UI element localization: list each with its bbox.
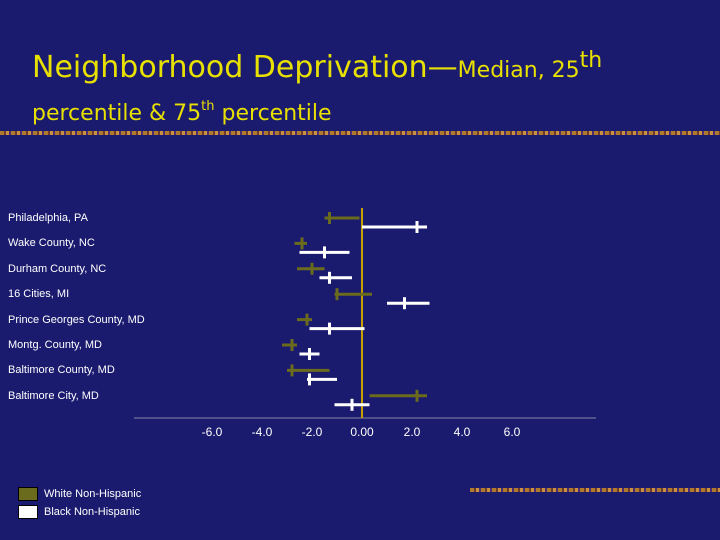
category-label: Baltimore City, MD [8,389,99,402]
x-tick-label: 2.0 [403,425,421,439]
title-line2-a: percentile & 75 [32,101,202,126]
legend-label-white: White Non-Hispanic [44,488,142,500]
category-label: Prince Georges County, MD [8,313,145,326]
title-superscript-2: th [201,99,215,114]
legend-swatch-white [18,487,38,501]
category-label: Baltimore County, MD [8,364,115,377]
title-superscript-1: th [579,48,603,73]
legend-item-white: White Non-Hispanic [18,485,141,503]
title-dash: — [427,50,458,85]
legend-label-black: Black Non-Hispanic [44,506,140,518]
title-line-2: percentile & 75th percentile [32,92,712,129]
category-label: Wake County, NC [8,237,95,250]
x-tick-label: 4.0 [453,425,471,439]
slide-title: Neighborhood Deprivation—Median, 25th pe… [32,44,712,129]
bottom-decorative-rule [470,488,720,492]
legend-swatch-black [18,505,38,519]
x-tick-label: -4.0 [251,425,273,439]
x-tick-label: -6.0 [201,425,223,439]
category-label: 16 Cities, MI [8,288,70,301]
legend: White Non-Hispanic Black Non-Hispanic [18,485,141,521]
legend-item-black: Black Non-Hispanic [18,503,141,521]
x-tick-label: -2.0 [301,425,323,439]
x-tick-label: 0.00 [350,425,374,439]
title-line-1: Neighborhood Deprivation—Median, 25th [32,44,712,88]
title-median: Median, 25 [457,58,580,83]
category-label: Durham County, NC [8,262,107,275]
title-line2-b: percentile [214,101,332,126]
category-label: Philadelphia, PA [8,212,88,224]
title-main: Neighborhood Deprivation [32,50,428,85]
top-decorative-rule [0,131,720,135]
category-label: Montg. County, MD [8,339,102,351]
x-tick-label: 6.0 [503,425,521,439]
